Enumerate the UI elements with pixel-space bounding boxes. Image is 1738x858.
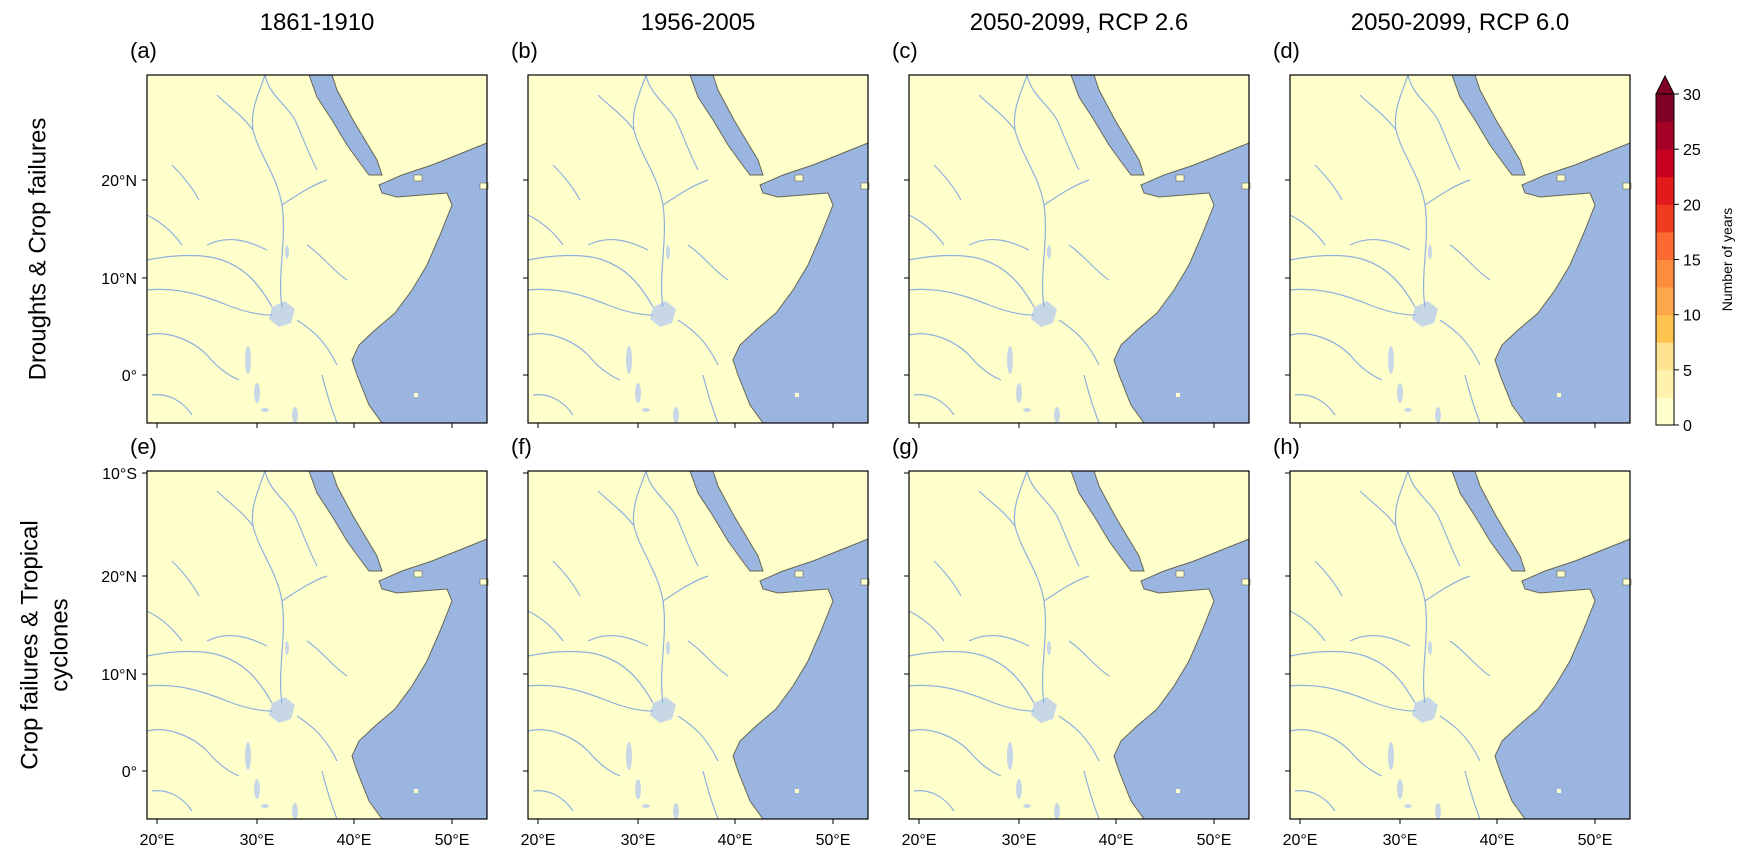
map-panel-c: (c) [892,38,1251,474]
map-frame [146,470,488,820]
map-frame [527,74,869,424]
colorbar-segment [1656,94,1674,123]
lon-tick-label: 50°E [435,832,470,849]
map-frame [146,74,488,424]
column-title-4: 2050-2099, RCP 6.0 [1351,9,1569,36]
colorbar-segment [1656,287,1674,316]
map-frame [527,470,869,820]
east-africa-map [1289,470,1632,820]
map-frame [908,74,1250,424]
map-panel-e: (e) 20°N 10°N 0° 10°S 20°E 30°E 40°E 50°E [101,434,489,849]
lat-tick-label: 0° [122,764,137,781]
colorbar-segment [1656,259,1674,288]
colorbar-extend-arrow [1655,74,1675,95]
east-africa-map [146,470,489,820]
east-africa-map [527,470,870,820]
lon-tick-label: 30°E [1383,832,1418,849]
colorbar-tick-label: 0 [1683,418,1692,435]
row-title-2-line-1: Crop failures & Tropical [17,520,44,769]
panel-label: (h) [1273,434,1300,459]
colorbar-tick-label: 20 [1683,197,1701,214]
column-title-3: 2050-2099, RCP 2.6 [970,9,1188,36]
east-africa-map [908,74,1251,424]
colorbar-segment [1656,121,1674,150]
lat-tick-label: 10°S [102,466,137,483]
lon-tick-label: 20°E [140,832,175,849]
colorbar-tick-label: 10 [1683,308,1701,325]
panel-label: (d) [1273,38,1300,63]
lon-tick-label: 50°E [816,832,851,849]
colorbar-tick-label: 30 [1683,87,1701,104]
colorbar-segment [1656,176,1674,205]
lon-tick-label: 30°E [1002,832,1037,849]
colorbar: 0 5 10 15 20 25 30 Number of years [1655,74,1735,435]
panel-label: (f) [511,434,532,459]
lon-tick-label: 40°E [1480,832,1515,849]
lon-tick-label: 20°E [521,832,556,849]
lon-tick-label: 50°E [1578,832,1613,849]
colorbar-label: Number of years [1719,208,1735,311]
lon-tick-label: 20°E [1283,832,1318,849]
colorbar-tick-label: 5 [1683,363,1692,380]
map-panel-h: (h) 20°E 30°E 40°E 50°E [1273,434,1632,849]
lon-tick-label: 30°E [240,832,275,849]
east-africa-map [1289,74,1632,424]
colorbar-tick-label: 15 [1683,253,1701,270]
lon-tick-label: 50°E [1197,832,1232,849]
column-title-2: 1956-2005 [641,9,756,36]
colorbar-segment [1656,231,1674,260]
panel-label: (g) [892,434,919,459]
row-title-1-line-1: Droughts & Crop failures [25,118,52,381]
map-panel-f: (f) 20°E 30°E 40°E 50°E [511,434,870,849]
colorbar-segment [1656,204,1674,233]
lon-tick-label: 40°E [1099,832,1134,849]
colorbar-tick-label: 25 [1683,142,1701,159]
map-panel-b: (b) [511,38,870,474]
east-africa-map [146,74,489,424]
lat-tick-label: 20°N [101,569,137,586]
east-africa-map [908,470,1251,820]
lon-tick-label: 40°E [337,832,372,849]
lon-tick-label: 40°E [718,832,753,849]
colorbar-segment [1656,149,1674,178]
row-title-2-line-2: cyclones [47,598,74,691]
column-title-1: 1861-1910 [260,9,375,36]
map-panel-g: (g) 20°E 30°E 40°E 50°E [892,434,1251,849]
colorbar-segment [1656,314,1674,343]
lat-tick-label: 10°N [101,271,137,288]
map-panel-d: (d) [1273,38,1632,474]
map-panel-a: (a) 20°N 10°N 0° 10°S [101,38,489,483]
lon-tick-label: 20°E [902,832,937,849]
colorbar-segment [1656,342,1674,371]
panel-label: (a) [130,38,157,63]
panel-label: (b) [511,38,538,63]
map-frame [908,470,1250,820]
lat-tick-label: 20°N [101,173,137,190]
colorbar-segment [1656,369,1674,398]
lon-tick-label: 30°E [621,832,656,849]
lat-tick-label: 10°N [101,667,137,684]
east-africa-map [527,74,870,424]
lat-tick-label: 0° [122,368,137,385]
colorbar-segment [1656,397,1674,426]
map-frame [1289,74,1631,424]
map-frame [1289,470,1631,820]
panel-label: (e) [130,434,157,459]
panel-label: (c) [892,38,918,63]
